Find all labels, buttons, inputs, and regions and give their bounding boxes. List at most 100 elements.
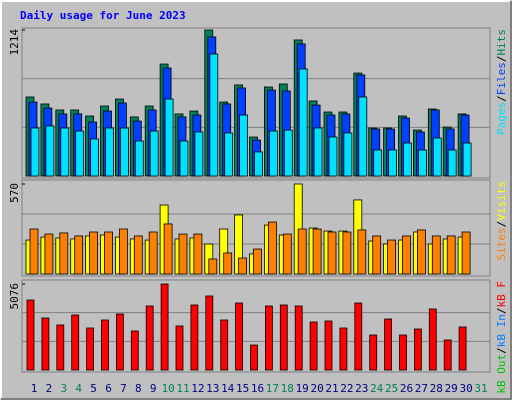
bar xyxy=(101,319,109,371)
bar xyxy=(403,142,412,177)
legend-separator: / xyxy=(495,95,508,102)
x-tick-label: 2 xyxy=(46,382,53,395)
x-tick-label: 5 xyxy=(90,382,97,395)
bar xyxy=(428,308,437,371)
bar xyxy=(343,132,353,177)
bar xyxy=(148,231,158,275)
bar xyxy=(357,229,367,275)
x-tick-label: 31 xyxy=(474,382,487,395)
legend-separator: / xyxy=(495,221,508,228)
x-tick-label: 19 xyxy=(296,382,309,395)
bar xyxy=(239,114,249,177)
bar xyxy=(190,304,199,371)
bar xyxy=(208,258,218,275)
bar xyxy=(354,302,363,371)
bar xyxy=(416,229,426,275)
bar xyxy=(358,96,368,177)
x-tick-label: 7 xyxy=(120,382,127,395)
bar xyxy=(462,142,472,177)
x-tick-label: 6 xyxy=(105,382,112,395)
bar xyxy=(369,334,378,371)
bar xyxy=(193,233,203,275)
bar xyxy=(71,314,80,371)
legend-entry: kB F xyxy=(495,281,508,308)
x-tick-label: 4 xyxy=(75,382,82,395)
bar xyxy=(235,302,244,371)
x-tick-label: 10 xyxy=(161,382,174,395)
bar xyxy=(29,228,39,275)
legend: kB Out/kB In/kB F xyxy=(495,281,508,394)
bar xyxy=(163,223,173,275)
bar xyxy=(458,326,467,371)
bar xyxy=(324,320,333,371)
x-tick-label: 27 xyxy=(415,382,428,395)
x-tick-label: 24 xyxy=(370,382,384,395)
legend-separator: / xyxy=(495,308,508,315)
x-tick-label: 23 xyxy=(355,382,368,395)
bar xyxy=(74,235,84,275)
bar xyxy=(309,321,318,371)
x-tick-label: 29 xyxy=(445,382,458,395)
bar xyxy=(402,235,411,275)
bar xyxy=(373,149,383,177)
bar xyxy=(413,328,422,371)
bar xyxy=(250,344,258,371)
legend-entry: Hits xyxy=(495,29,508,56)
bar xyxy=(268,130,278,177)
bar xyxy=(294,305,303,371)
bar xyxy=(328,136,338,177)
bar xyxy=(224,132,234,177)
bar xyxy=(179,140,189,177)
bar xyxy=(432,137,442,177)
bar xyxy=(220,319,229,371)
legend-separator: / xyxy=(495,347,508,354)
bar xyxy=(116,313,124,371)
bar xyxy=(417,149,427,177)
x-tick-label: 25 xyxy=(385,382,398,395)
bar xyxy=(26,299,35,371)
bar xyxy=(205,295,214,371)
bar xyxy=(130,330,139,371)
bar xyxy=(461,231,471,275)
legend-entry: Visits xyxy=(495,181,508,221)
x-tick-label: 30 xyxy=(459,382,472,395)
bar xyxy=(41,317,50,371)
bar xyxy=(30,127,40,177)
x-tick-label: 13 xyxy=(206,382,219,395)
x-tick-label: 14 xyxy=(221,382,235,395)
bar xyxy=(149,130,159,177)
bar xyxy=(399,334,407,371)
x-tick-label: 26 xyxy=(400,382,413,395)
bar xyxy=(267,221,277,275)
x-tick-label: 12 xyxy=(191,382,204,395)
x-tick-label: 21 xyxy=(325,382,338,395)
bar xyxy=(282,233,292,275)
bar xyxy=(264,305,273,371)
bar xyxy=(238,257,248,275)
y-tick-label: 570 xyxy=(8,183,21,203)
bar xyxy=(372,235,382,275)
bar xyxy=(145,305,154,371)
bar xyxy=(254,151,263,177)
bar xyxy=(105,127,114,177)
bar xyxy=(133,235,143,275)
bar xyxy=(194,131,204,177)
x-tick-label: 18 xyxy=(281,382,294,395)
bar xyxy=(342,231,352,275)
bar xyxy=(175,325,184,371)
bar xyxy=(89,231,98,275)
bar xyxy=(388,149,398,177)
bar xyxy=(443,339,452,371)
bar xyxy=(120,127,129,177)
bar xyxy=(164,98,174,177)
bar xyxy=(45,125,55,177)
bar xyxy=(283,129,293,177)
bar xyxy=(75,130,85,177)
bar xyxy=(298,68,308,177)
bar xyxy=(384,318,393,371)
bar xyxy=(104,231,113,275)
bar xyxy=(387,239,397,275)
